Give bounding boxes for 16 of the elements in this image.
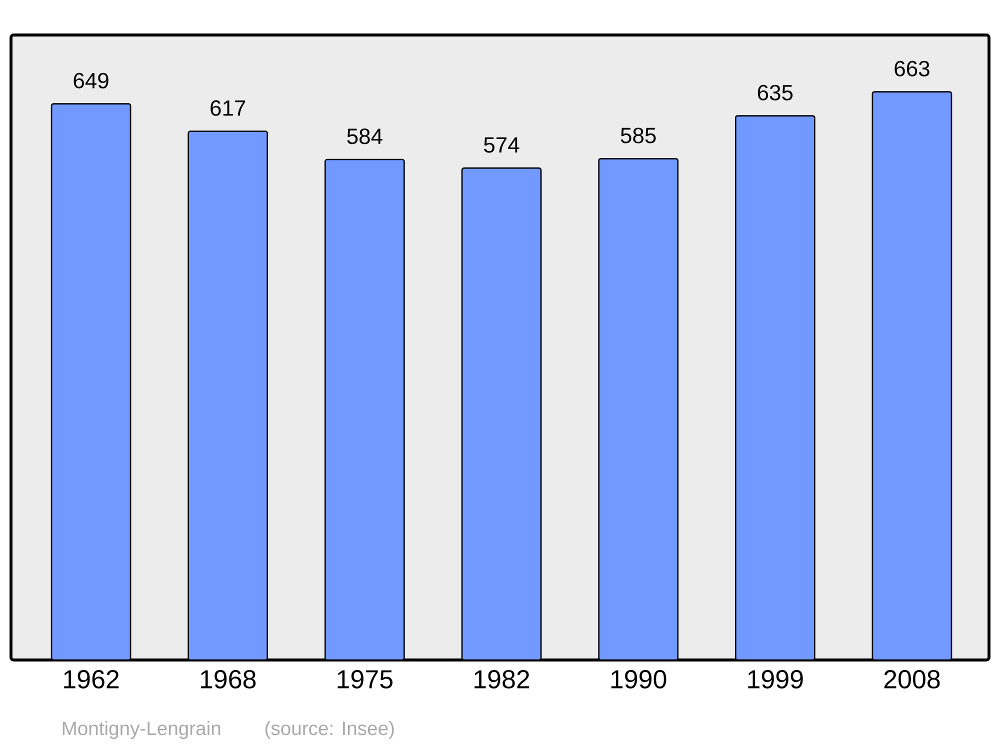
text: Montigny-Lengrain [62,720,220,740]
x-tick-label: 1962 [64,670,119,688]
x-tick-label: 2008 [884,670,940,688]
data-label: 635 [758,84,793,100]
x-tick-label: 1990 [611,670,666,688]
data-label: 617 [210,100,246,116]
x-tick-label: 1999 [748,670,803,688]
text: (source: Insee) [265,720,394,740]
data-label: 584 [347,128,382,144]
data-label: 574 [484,137,520,153]
x-tick-label: 1982 [474,670,530,688]
data-label: 585 [620,128,656,144]
x-tick-label: 1968 [200,670,256,688]
x-tick-label: 1975 [338,670,392,688]
data-label: 663 [894,60,930,76]
data-label: 649 [74,72,108,88]
